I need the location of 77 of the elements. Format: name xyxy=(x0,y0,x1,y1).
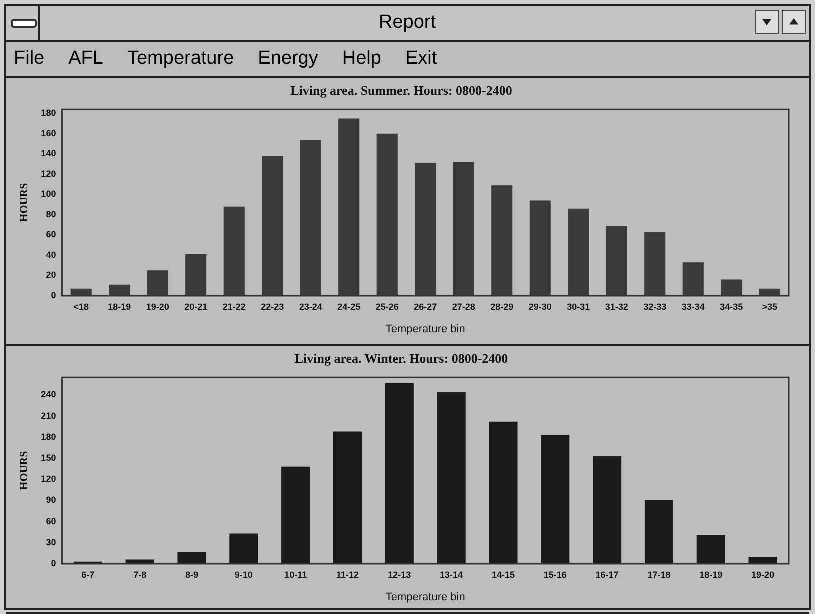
y-axis-title: HOURS xyxy=(18,183,30,222)
y-tick-label: 60 xyxy=(46,516,56,526)
x-tick-label: 31-32 xyxy=(605,302,628,312)
bar xyxy=(489,422,518,564)
bar xyxy=(748,556,778,564)
x-tick-label: >35 xyxy=(762,302,778,312)
x-tick-label: 12-13 xyxy=(388,570,412,580)
x-tick-label: 7-8 xyxy=(134,570,147,580)
bar xyxy=(385,383,414,564)
x-tick-label: 13-14 xyxy=(440,570,464,580)
x-tick-label: 24-25 xyxy=(338,302,361,312)
x-tick-label: 30-31 xyxy=(567,302,590,312)
x-tick-label: 20-21 xyxy=(184,302,208,312)
bar xyxy=(178,552,206,564)
x-tick-label: 19-20 xyxy=(146,302,170,312)
x-tick-label: 21-22 xyxy=(222,302,246,312)
text: Temperature xyxy=(127,48,234,70)
bar xyxy=(593,456,622,564)
bar xyxy=(644,500,674,564)
x-axis-title: Temperature bin xyxy=(386,591,466,604)
x-tick-label: 19-20 xyxy=(752,570,775,580)
x-tick-label: 8-9 xyxy=(185,570,199,580)
y-tick-label: 90 xyxy=(46,495,56,506)
y-tick-label: 80 xyxy=(46,209,56,220)
x-tick-label: 9-10 xyxy=(234,570,253,580)
y-tick-label: 150 xyxy=(41,452,56,463)
x-tick-label: 11-12 xyxy=(336,570,360,580)
y-tick-label: 120 xyxy=(41,168,56,179)
y-tick-label: 160 xyxy=(41,128,56,138)
x-tick-label: 17-18 xyxy=(648,570,671,580)
x-tick-label: 14-15 xyxy=(492,570,515,580)
x-tick-label: 22-23 xyxy=(261,302,284,312)
bar xyxy=(230,534,258,564)
text: AFL xyxy=(68,48,104,70)
y-tick-label: 60 xyxy=(46,230,56,240)
text: Help xyxy=(342,48,382,70)
text: Exit xyxy=(405,48,438,70)
bar xyxy=(541,435,570,564)
text: Energy xyxy=(258,48,318,70)
bar xyxy=(696,535,726,564)
y-tick-label: 30 xyxy=(46,537,56,548)
y-tick-label: 100 xyxy=(41,189,56,200)
y-tick-label: 0 xyxy=(51,558,56,568)
x-tick-label: 26-27 xyxy=(414,302,438,312)
chart-title: Living area. Summer. Hours: 0800-2400 xyxy=(290,83,512,98)
x-tick-label: 10-11 xyxy=(284,570,308,580)
y-tick-label: 240 xyxy=(41,390,56,400)
x-tick-label: 18-19 xyxy=(700,570,723,580)
x-tick-label: 28-29 xyxy=(490,302,514,312)
bar xyxy=(333,432,362,564)
y-axis-title: HOURS xyxy=(18,451,30,490)
x-tick-label: 32-33 xyxy=(644,302,667,312)
x-tick-label: <18 xyxy=(74,302,89,312)
x-axis-title: Temperature bin xyxy=(386,323,466,336)
text: Report xyxy=(378,12,438,34)
x-tick-label: 27-28 xyxy=(452,302,476,312)
x-tick-label: 18-19 xyxy=(108,302,132,312)
y-tick-label: 40 xyxy=(46,250,56,260)
x-tick-label: 23-24 xyxy=(299,302,322,312)
bar xyxy=(282,466,310,564)
x-tick-label: 15-16 xyxy=(544,570,567,580)
y-tick-label: 180 xyxy=(41,432,56,442)
y-tick-label: 210 xyxy=(41,410,56,421)
x-tick-label: 33-34 xyxy=(682,302,705,312)
y-tick-label: 140 xyxy=(41,148,56,159)
x-tick-label: 6-7 xyxy=(82,570,95,580)
y-tick-label: 20 xyxy=(46,270,56,280)
bar xyxy=(437,392,466,564)
chart-title: Living area. Winter. Hours: 0800-2400 xyxy=(294,351,508,366)
text: File xyxy=(14,48,45,70)
x-tick-label: 16-17 xyxy=(596,570,619,580)
x-tick-label: 29-30 xyxy=(528,302,552,312)
y-tick-label: 180 xyxy=(41,108,56,118)
y-tick-label: 0 xyxy=(51,290,56,300)
x-tick-label: 34-35 xyxy=(720,302,744,312)
y-tick-label: 120 xyxy=(41,474,56,484)
x-tick-label: 25-26 xyxy=(376,302,399,312)
